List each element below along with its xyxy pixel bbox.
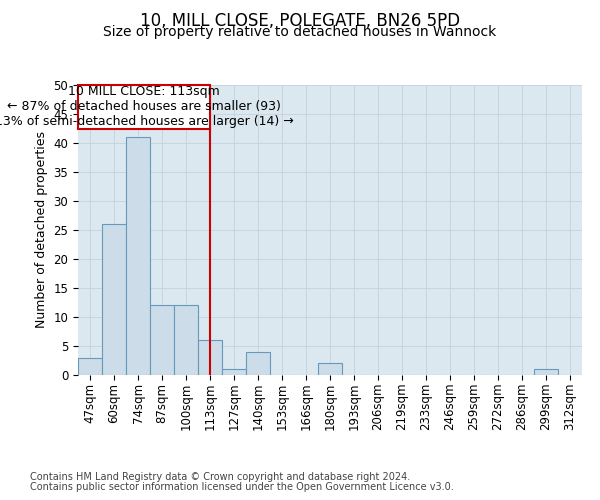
Text: Size of property relative to detached houses in Wannock: Size of property relative to detached ho…	[103, 25, 497, 39]
Bar	[174, 306, 198, 375]
Bar	[222, 369, 246, 375]
Y-axis label: Number of detached properties: Number of detached properties	[35, 132, 48, 328]
FancyBboxPatch shape	[78, 85, 210, 128]
Bar	[534, 369, 558, 375]
Text: 10 MILL CLOSE: 113sqm
← 87% of detached houses are smaller (93)
13% of semi-deta: 10 MILL CLOSE: 113sqm ← 87% of detached …	[0, 85, 293, 128]
Bar	[126, 137, 150, 375]
Bar	[246, 352, 270, 375]
Bar	[150, 306, 174, 375]
Bar	[102, 224, 126, 375]
Bar	[78, 358, 102, 375]
Bar	[198, 340, 222, 375]
Text: Contains public sector information licensed under the Open Government Licence v3: Contains public sector information licen…	[30, 482, 454, 492]
Bar	[318, 364, 342, 375]
Text: Contains HM Land Registry data © Crown copyright and database right 2024.: Contains HM Land Registry data © Crown c…	[30, 472, 410, 482]
Text: 10, MILL CLOSE, POLEGATE, BN26 5PD: 10, MILL CLOSE, POLEGATE, BN26 5PD	[140, 12, 460, 30]
